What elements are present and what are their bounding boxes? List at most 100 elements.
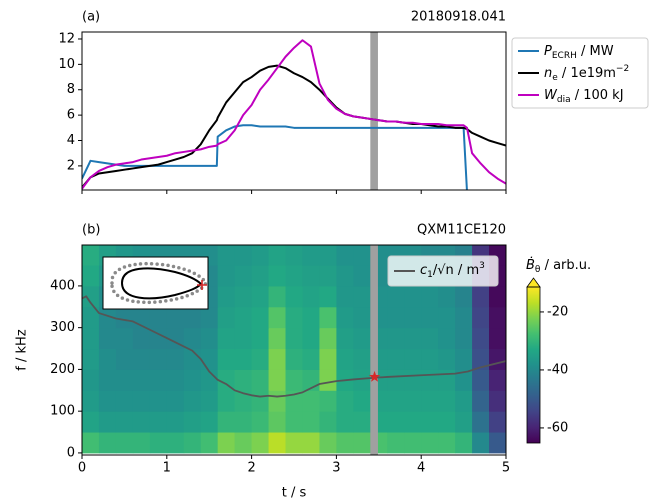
- series-line: [82, 295, 506, 398]
- heatmap-cell: [455, 411, 473, 433]
- heatmap-cell: [302, 265, 320, 287]
- heatmap-cell: [200, 369, 219, 391]
- heatmap-cell: [387, 432, 405, 454]
- heatmap-cell: [234, 245, 253, 266]
- heatmap-cell: [353, 306, 371, 329]
- heatmap-cell: [336, 245, 354, 266]
- heatmap-cell: [285, 265, 303, 287]
- heatmap-cell: [234, 348, 253, 370]
- heatmap-cell: [217, 327, 236, 350]
- legend-label: Wdia​ / 100 kJ: [544, 88, 624, 105]
- heatmap-cell: [149, 306, 168, 329]
- heatmap-cell: [268, 306, 287, 329]
- heatmap-cell: [404, 306, 422, 329]
- heatmap-cell: [183, 390, 202, 412]
- heatmap-cell: [234, 285, 253, 308]
- heatmap-cell: [149, 411, 168, 433]
- heatmap-cell: [234, 265, 253, 287]
- time-window: [370, 245, 378, 455]
- plot-area: [82, 245, 506, 455]
- heatmap-cell: [268, 348, 287, 370]
- heatmap-cell: [234, 327, 253, 350]
- heatmap-cell: [132, 411, 151, 433]
- heatmap-cell: [285, 432, 303, 454]
- heatmap-cell: [149, 327, 168, 350]
- heatmap-cell: [285, 245, 303, 266]
- heatmap-cell: [404, 432, 422, 454]
- heatmap-cell: [82, 327, 100, 350]
- heatmap-cell: [319, 411, 337, 433]
- heatmap-cell: [115, 348, 134, 370]
- heatmap-cell: [387, 390, 405, 412]
- colorbar-tick-label: -20: [547, 304, 568, 319]
- heatmap-cell: [268, 432, 287, 454]
- heatmap-cell: [217, 390, 236, 412]
- heatmap-cell: [251, 285, 270, 308]
- heatmap-cell: [166, 369, 185, 391]
- legend-label: ne​ / 1e19m−2​: [544, 64, 629, 83]
- heatmap-cell: [387, 411, 405, 433]
- heatmap-cell: [336, 390, 354, 412]
- heatmap-cell: [251, 348, 270, 370]
- heatmap-cell: [217, 265, 236, 287]
- legend-label: PECRH​ / MW: [544, 44, 614, 61]
- heatmap-cell: [489, 285, 506, 308]
- heatmap-cell: [149, 369, 168, 391]
- heatmap-cell: [336, 411, 354, 433]
- heatmap-cell: [302, 306, 320, 329]
- y-tick-label: 100: [50, 404, 75, 419]
- heatmap-cell: [319, 432, 337, 454]
- heatmap-cell: [251, 245, 270, 266]
- inset: [102, 256, 209, 310]
- heatmap-cell: [98, 369, 117, 391]
- heatmap-cell: [353, 369, 371, 391]
- heatmap-cell: [268, 327, 287, 350]
- y-tick-label: 4: [67, 133, 75, 148]
- heatmap-cell: [421, 411, 439, 433]
- heatmap-cell: [183, 411, 202, 433]
- heatmap-cell: [319, 306, 337, 329]
- heatmap-cell: [421, 306, 439, 329]
- colorbar-tick-label: -60: [547, 420, 568, 435]
- panel-title: 20180918.041: [411, 10, 506, 25]
- heatmap-cell: [251, 265, 270, 287]
- heatmap-cell: [82, 348, 100, 370]
- heatmap-cell: [472, 369, 490, 391]
- heatmap-cell: [234, 411, 253, 433]
- heatmap-cell: [149, 390, 168, 412]
- time-window: [370, 32, 378, 190]
- heatmap-cell: [285, 285, 303, 308]
- heatmap-cell: [115, 327, 134, 350]
- heatmap-cell: [438, 411, 456, 433]
- heatmap-cell: [98, 306, 117, 329]
- heatmap-cell: [438, 285, 456, 308]
- heatmap-cell: [82, 411, 100, 433]
- panel-label: (b): [82, 223, 100, 238]
- heatmap-cell: [115, 306, 134, 329]
- heatmap-cell: [149, 432, 168, 454]
- heatmap-cell: [421, 432, 439, 454]
- heatmap-cell: [200, 390, 219, 412]
- heatmap-cell: [98, 390, 117, 412]
- heatmap-cell: [183, 327, 202, 350]
- heatmap-cell: [472, 306, 490, 329]
- heatmap-cell: [489, 432, 506, 454]
- heatmap-cell: [489, 327, 506, 350]
- heatmap-cell: [319, 390, 337, 412]
- heatmap-cell: [285, 348, 303, 370]
- heatmap-cell: [217, 348, 236, 370]
- heatmap-cell: [200, 411, 219, 433]
- heatmap-cell: [336, 285, 354, 308]
- y-tick-label: 300: [50, 320, 75, 335]
- heatmap-cell: [302, 348, 320, 370]
- heatmap-cell: [82, 285, 100, 308]
- heatmap-cell: [302, 327, 320, 350]
- heatmap-cell: [353, 245, 371, 266]
- heatmap-cell: [336, 432, 354, 454]
- heatmap-cell: [336, 327, 354, 350]
- heatmap-cell: [132, 327, 151, 350]
- x-tick-label: 0: [78, 461, 86, 476]
- heatmap-cell: [353, 390, 371, 412]
- heatmap-cell: [98, 411, 117, 433]
